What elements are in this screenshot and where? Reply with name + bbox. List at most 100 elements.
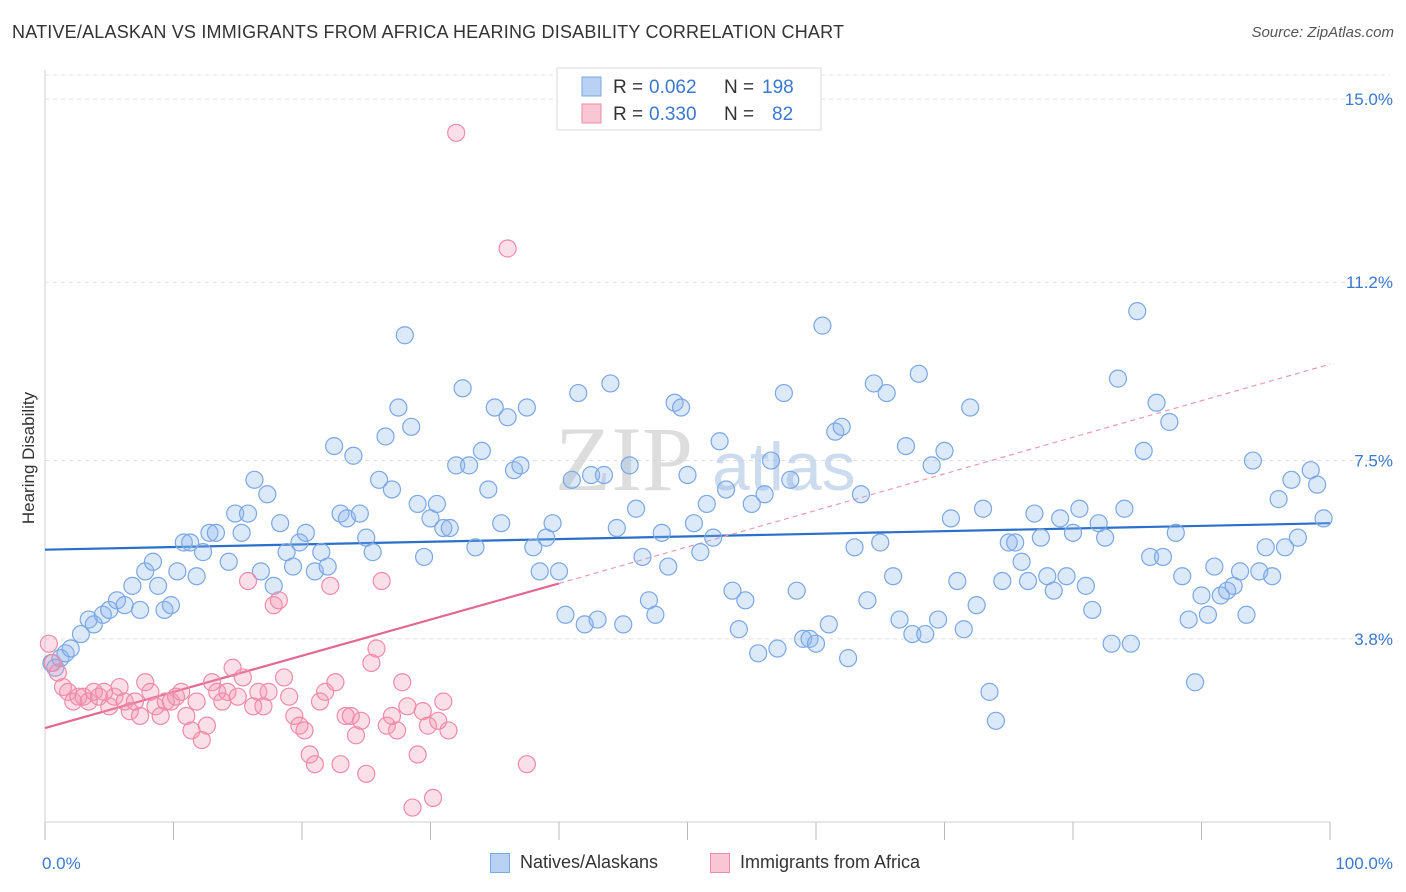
point-natives <box>498 408 517 427</box>
trend-line-africa <box>44 582 560 730</box>
point-natives <box>161 596 181 615</box>
point-natives <box>1198 605 1218 624</box>
point-africa <box>202 673 222 692</box>
legend-r-label-2: R = <box>613 104 643 125</box>
point-natives <box>1051 509 1070 528</box>
point-natives <box>903 624 922 644</box>
legend-n-value-2: 82 <box>772 104 793 125</box>
point-natives <box>395 326 414 345</box>
point-natives <box>883 567 903 586</box>
point-africa <box>259 682 278 701</box>
point-africa <box>434 692 453 711</box>
point-africa <box>120 702 139 721</box>
point-natives <box>1275 538 1295 557</box>
point-africa <box>53 677 73 697</box>
point-africa <box>285 706 304 726</box>
point-africa <box>321 576 340 595</box>
point-natives <box>909 364 928 383</box>
point-natives <box>993 571 1012 591</box>
point-natives <box>174 533 193 552</box>
axes <box>44 70 1331 840</box>
tick-labels: 3.8% 7.5% 11.2% 15.0% 0.0% 100.0% <box>42 90 1393 873</box>
point-africa <box>48 663 67 682</box>
point-natives <box>206 523 226 542</box>
point-africa <box>408 745 427 764</box>
point-natives <box>845 538 864 557</box>
point-africa <box>110 677 129 697</box>
point-africa <box>341 706 360 726</box>
point-natives <box>1185 673 1205 692</box>
point-africa <box>187 692 206 711</box>
point-natives <box>1308 475 1327 494</box>
point-natives <box>601 374 620 393</box>
point-natives <box>736 591 755 610</box>
point-africa <box>125 692 145 711</box>
legend-swatch-africa-bottom <box>710 852 730 873</box>
point-africa <box>172 682 191 701</box>
point-natives <box>569 383 588 403</box>
point-africa <box>398 697 417 716</box>
point-natives <box>363 543 382 562</box>
point-natives <box>877 383 896 403</box>
point-natives <box>922 456 941 475</box>
point-natives <box>614 615 633 634</box>
point-africa <box>166 687 186 706</box>
point-natives <box>961 398 980 417</box>
point-natives <box>251 562 270 581</box>
point-natives <box>954 620 973 639</box>
legend-r-label-1: R = <box>613 77 643 98</box>
point-natives <box>130 600 150 620</box>
point-natives <box>492 514 511 533</box>
point-africa <box>64 692 83 711</box>
point-natives <box>851 485 871 504</box>
data-points <box>39 123 1333 817</box>
point-africa <box>362 653 381 673</box>
point-natives <box>200 523 219 542</box>
point-africa <box>326 673 345 692</box>
point-africa <box>233 668 252 687</box>
point-natives <box>659 557 678 576</box>
point-natives <box>749 644 768 663</box>
point-africa <box>39 634 58 653</box>
point-natives <box>187 567 206 586</box>
point-natives <box>594 465 614 485</box>
point-natives <box>1269 490 1288 509</box>
point-natives <box>742 494 761 514</box>
point-natives <box>774 383 793 403</box>
point-natives <box>1256 538 1275 557</box>
point-africa <box>372 571 391 591</box>
point-natives <box>290 533 309 552</box>
point-natives <box>193 543 213 562</box>
y-tick-label: 11.2% <box>1346 273 1393 292</box>
point-natives <box>382 480 402 499</box>
point-natives <box>588 610 607 629</box>
point-africa <box>393 673 412 692</box>
point-africa <box>192 730 211 750</box>
point-natives <box>704 528 723 547</box>
point-africa <box>331 755 350 774</box>
point-natives <box>691 543 710 562</box>
point-natives <box>819 615 838 634</box>
point-natives <box>556 605 575 624</box>
point-natives <box>582 465 601 485</box>
point-natives <box>1153 547 1173 567</box>
point-africa <box>418 716 438 735</box>
legend-top: R = 0.062 N = 198 R = 0.330 N = 82 <box>556 67 822 131</box>
point-natives <box>813 316 832 335</box>
trend-line-natives <box>44 522 1331 551</box>
point-africa <box>264 596 283 615</box>
point-africa <box>228 687 247 706</box>
point-natives <box>1018 571 1038 591</box>
point-natives <box>1140 547 1160 567</box>
legend-item-natives: Natives/Alaskans <box>490 852 658 873</box>
point-natives <box>1160 412 1179 432</box>
point-natives <box>1031 528 1050 547</box>
point-africa <box>274 668 294 687</box>
point-natives <box>238 504 258 523</box>
point-natives <box>781 470 800 489</box>
point-natives <box>1205 557 1224 576</box>
point-africa <box>151 706 170 726</box>
legend-swatch-africa <box>581 103 602 124</box>
point-africa <box>290 716 309 735</box>
